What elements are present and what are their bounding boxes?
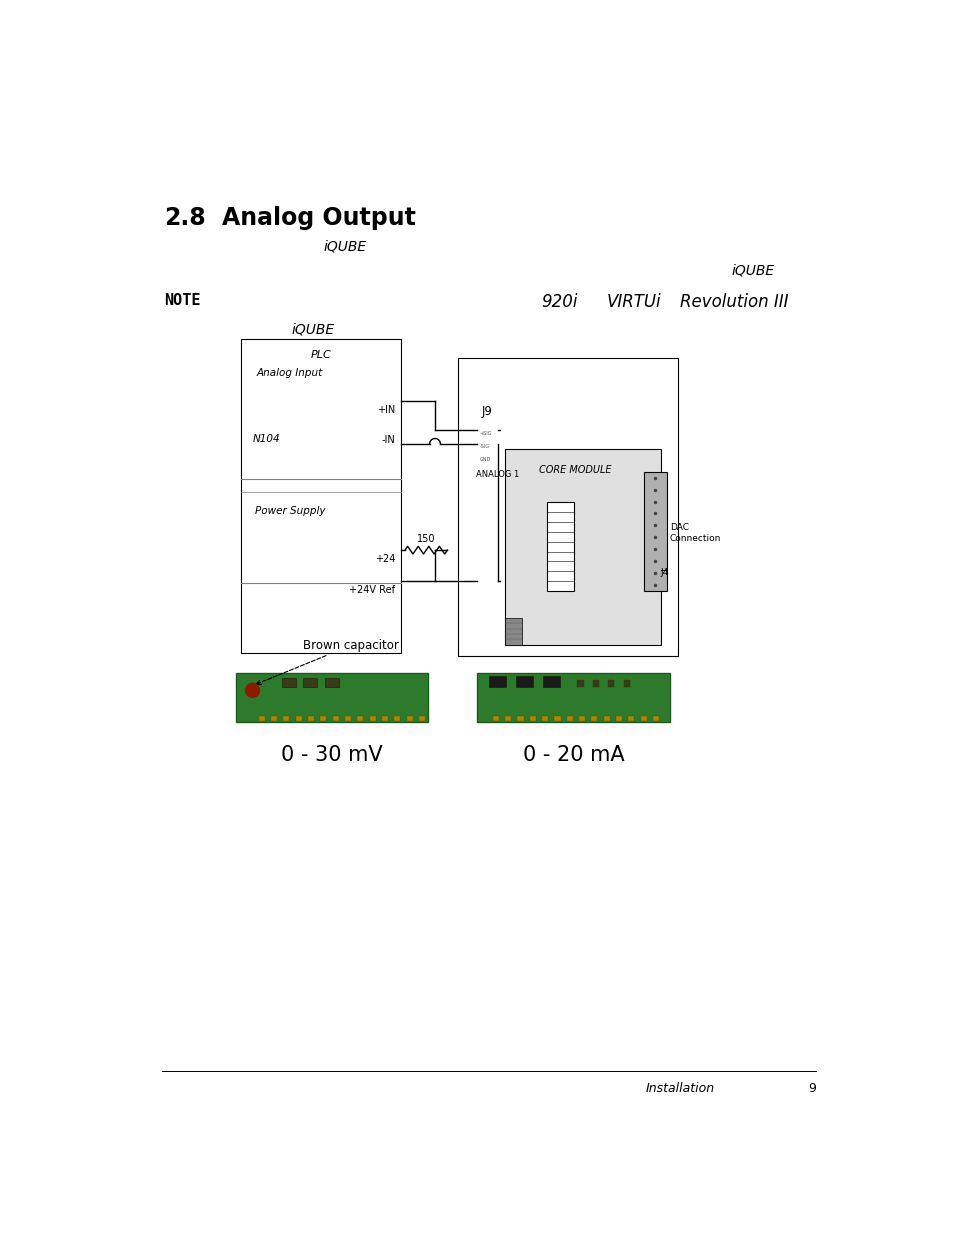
Text: VIRTUi: VIRTUi — [606, 293, 660, 311]
Bar — [369, 716, 375, 721]
Bar — [478, 427, 489, 435]
Bar — [493, 716, 498, 721]
Bar — [652, 716, 659, 721]
Text: -IN: -IN — [381, 435, 395, 445]
Bar — [488, 677, 505, 687]
Bar — [591, 716, 597, 721]
Text: +IN: +IN — [376, 405, 395, 415]
Text: PLC: PLC — [311, 350, 331, 359]
Bar — [457, 358, 677, 656]
Bar — [592, 679, 598, 687]
Bar — [628, 716, 634, 721]
Bar — [320, 716, 326, 721]
Bar — [258, 716, 265, 721]
Bar — [281, 678, 295, 687]
Bar — [578, 716, 584, 721]
Text: 0 - 30 mV: 0 - 30 mV — [281, 745, 382, 764]
Bar — [476, 421, 500, 467]
Bar — [271, 716, 277, 721]
Bar — [476, 673, 669, 721]
Bar — [547, 503, 574, 592]
Bar — [478, 453, 489, 461]
Circle shape — [245, 683, 259, 698]
Bar — [235, 673, 428, 721]
Text: 2.8: 2.8 — [164, 206, 206, 230]
Bar — [295, 716, 301, 721]
Bar — [504, 448, 659, 645]
Bar — [566, 716, 572, 721]
Bar — [640, 716, 646, 721]
Text: +24V Ref: +24V Ref — [349, 585, 395, 595]
Text: -SIG: -SIG — [479, 443, 489, 448]
Text: DAC
Connection: DAC Connection — [669, 524, 720, 543]
Bar — [504, 716, 511, 721]
Bar — [418, 716, 425, 721]
Text: iQUBE: iQUBE — [291, 322, 334, 336]
Bar — [504, 618, 521, 645]
Bar — [356, 716, 363, 721]
Text: N104: N104 — [253, 433, 280, 443]
Bar — [303, 678, 317, 687]
Text: GND: GND — [479, 457, 491, 462]
Text: Analog Input: Analog Input — [256, 368, 322, 378]
Text: 150: 150 — [416, 534, 435, 543]
Bar — [643, 472, 666, 592]
Bar — [541, 716, 548, 721]
Bar — [241, 340, 400, 652]
Bar — [394, 716, 400, 721]
Bar — [542, 677, 559, 687]
Bar — [345, 716, 351, 721]
Text: ANALOG 1: ANALOG 1 — [476, 471, 518, 479]
Text: Power Supply: Power Supply — [254, 506, 325, 516]
Bar — [616, 716, 621, 721]
Bar — [623, 679, 629, 687]
Text: iQUBE: iQUBE — [731, 264, 774, 278]
Bar — [406, 716, 413, 721]
Bar — [516, 677, 533, 687]
Bar — [577, 679, 583, 687]
Text: 0 - 20 mA: 0 - 20 mA — [522, 745, 624, 764]
Bar — [333, 716, 338, 721]
Bar — [325, 678, 338, 687]
Text: +24: +24 — [375, 555, 395, 564]
Text: J4: J4 — [659, 568, 668, 577]
Text: Brown capacitor: Brown capacitor — [256, 638, 398, 684]
Text: Installation: Installation — [644, 1082, 714, 1095]
Bar — [608, 679, 614, 687]
Text: iQUBE: iQUBE — [323, 240, 366, 253]
Bar — [283, 716, 289, 721]
Text: 920i: 920i — [540, 293, 578, 311]
Text: NOTE: NOTE — [164, 293, 200, 308]
Text: J9: J9 — [481, 405, 493, 417]
Bar — [308, 716, 314, 721]
Text: +SIG: +SIG — [479, 431, 492, 436]
Text: Revolution III: Revolution III — [679, 293, 787, 311]
Text: CORE MODULE: CORE MODULE — [538, 466, 611, 475]
Bar — [554, 716, 560, 721]
Bar — [381, 716, 388, 721]
Text: 9: 9 — [807, 1082, 816, 1095]
Bar — [478, 440, 489, 448]
Text: Analog Output: Analog Output — [221, 206, 416, 230]
Bar — [603, 716, 609, 721]
Bar — [529, 716, 536, 721]
Bar — [517, 716, 523, 721]
